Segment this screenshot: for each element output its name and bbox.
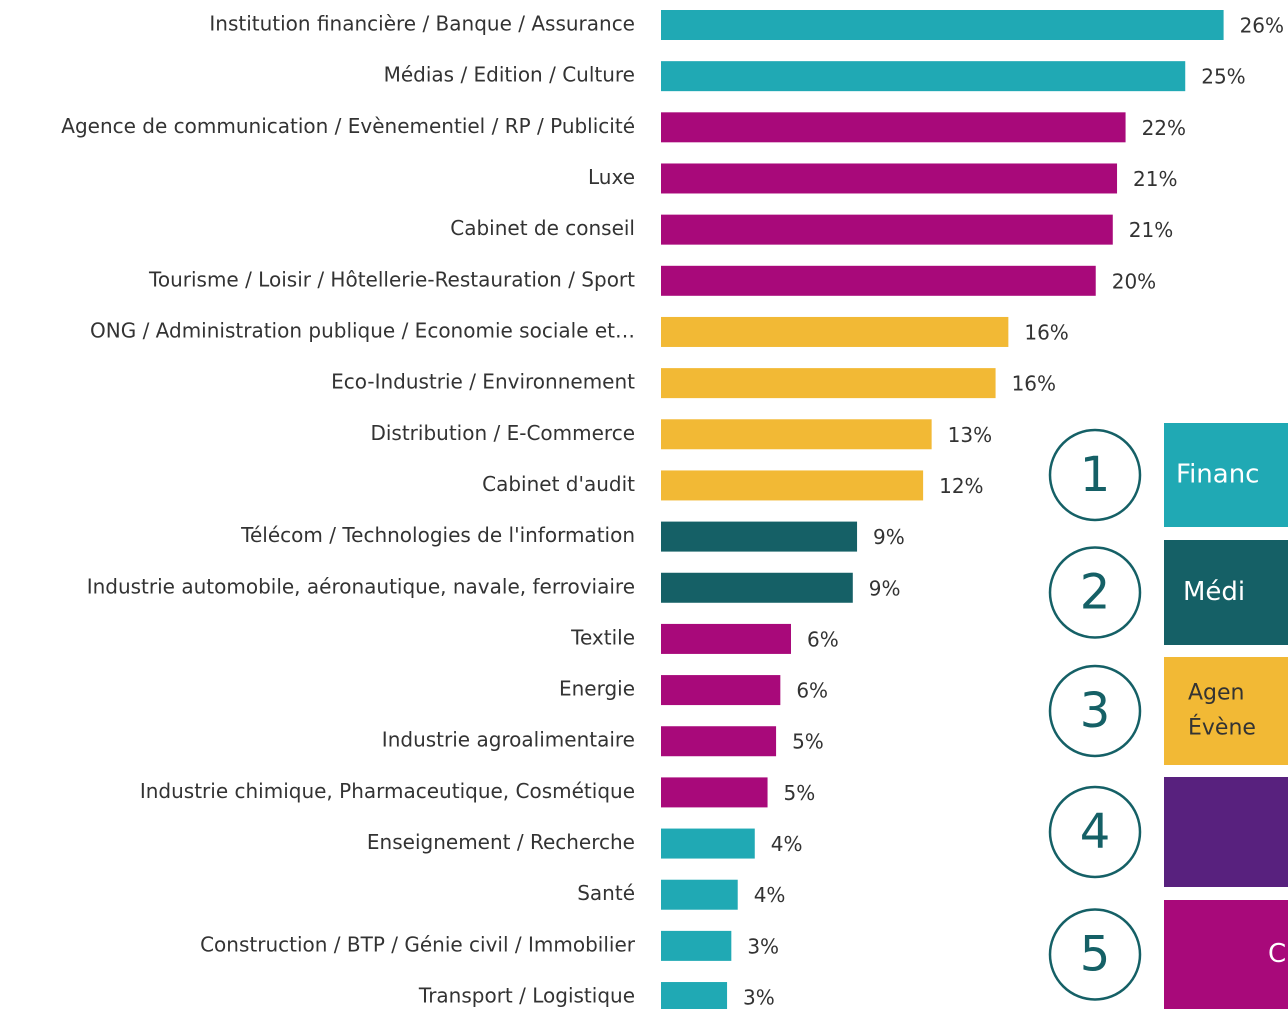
bar [661, 265, 1096, 296]
step-circle [1048, 908, 1142, 1001]
value-label: 6% [807, 627, 839, 651]
step-text: Évène [1188, 715, 1256, 741]
step-number: 2 [1080, 565, 1111, 621]
bar [661, 214, 1113, 245]
step-number: 3 [1080, 683, 1111, 739]
bar [661, 675, 781, 706]
step-text: Agen [1188, 681, 1245, 706]
value-label: 21% [1129, 218, 1173, 242]
step-text: Médi [1183, 577, 1245, 607]
value-label: 13% [948, 423, 992, 447]
step-text: C [1268, 939, 1286, 969]
value-label: 4% [754, 883, 786, 907]
category-label: Transport / Logistique [418, 984, 635, 1008]
category-label: Eco-Industrie / Environnement [331, 370, 635, 394]
step-box [1164, 540, 1288, 645]
step-circle [1048, 546, 1142, 639]
category-label: Distribution / E-Commerce [370, 421, 635, 445]
value-label: 16% [1012, 372, 1056, 396]
category-label: Enseignement / Recherche [367, 830, 635, 854]
bar [661, 419, 932, 450]
category-label: Télécom / Technologies de l'information [240, 523, 635, 547]
value-label: 9% [869, 576, 901, 600]
category-label: Médias / Edition / Culture [384, 63, 635, 87]
step-text: Financ [1176, 460, 1259, 490]
bar [661, 828, 755, 859]
step-circle [1048, 664, 1142, 758]
bar [661, 879, 738, 910]
value-label: 5% [792, 730, 824, 754]
bar [661, 112, 1126, 143]
bar [661, 368, 996, 399]
step-number: 5 [1080, 927, 1111, 983]
category-label: ONG / Administration publique / Economie… [90, 318, 635, 342]
value-label: 9% [873, 525, 905, 549]
category-label: Energie [559, 677, 635, 701]
category-label: Agence de communication / Evènementiel /… [61, 114, 635, 138]
category-label: Industrie agroalimentaire [382, 728, 635, 752]
step-box [1164, 777, 1288, 887]
category-label: Textile [570, 625, 635, 649]
step-circle [1048, 428, 1142, 522]
category-label: Luxe [588, 165, 635, 189]
step-circle [1048, 785, 1142, 879]
bar [661, 10, 1224, 40]
value-label: 22% [1142, 116, 1186, 140]
bar [661, 726, 777, 757]
bar [661, 61, 1186, 92]
bar [661, 777, 768, 808]
value-label: 25% [1201, 65, 1245, 89]
category-label: Cabinet d'audit [482, 472, 635, 496]
step-number: 4 [1080, 804, 1111, 860]
value-label: 20% [1112, 269, 1156, 293]
step-number: 1 [1080, 447, 1111, 503]
value-label: 3% [747, 934, 779, 958]
category-label: Construction / BTP / Génie civil / Immob… [200, 932, 636, 956]
value-label: 12% [939, 474, 983, 498]
value-label: 6% [796, 679, 828, 703]
bar [661, 572, 853, 603]
value-label: 21% [1133, 167, 1177, 191]
bar [661, 316, 1009, 347]
category-label: Cabinet de conseil [450, 216, 635, 240]
category-label: Industrie chimique, Pharmaceutique, Cosm… [140, 779, 635, 803]
step-box [1164, 423, 1288, 527]
bar [661, 623, 791, 654]
bar [661, 470, 924, 501]
category-label: Santé [577, 881, 635, 905]
category-label: Institution financière / Banque / Assura… [209, 12, 635, 36]
category-label: Tourisme / Loisir / Hôtellerie-Restaurat… [148, 267, 635, 291]
step-box [1164, 657, 1288, 765]
value-label: 5% [784, 781, 816, 805]
value-label: 16% [1024, 320, 1068, 344]
value-label: 3% [743, 986, 775, 1009]
bar [661, 982, 728, 1009]
bar [661, 163, 1118, 194]
value-label: 4% [771, 832, 803, 856]
bar [661, 521, 858, 552]
category-label: Industrie automobile, aéronautique, nava… [87, 574, 635, 598]
value-label: 26% [1240, 14, 1284, 38]
step-box [1164, 900, 1288, 1009]
bar [661, 930, 732, 961]
